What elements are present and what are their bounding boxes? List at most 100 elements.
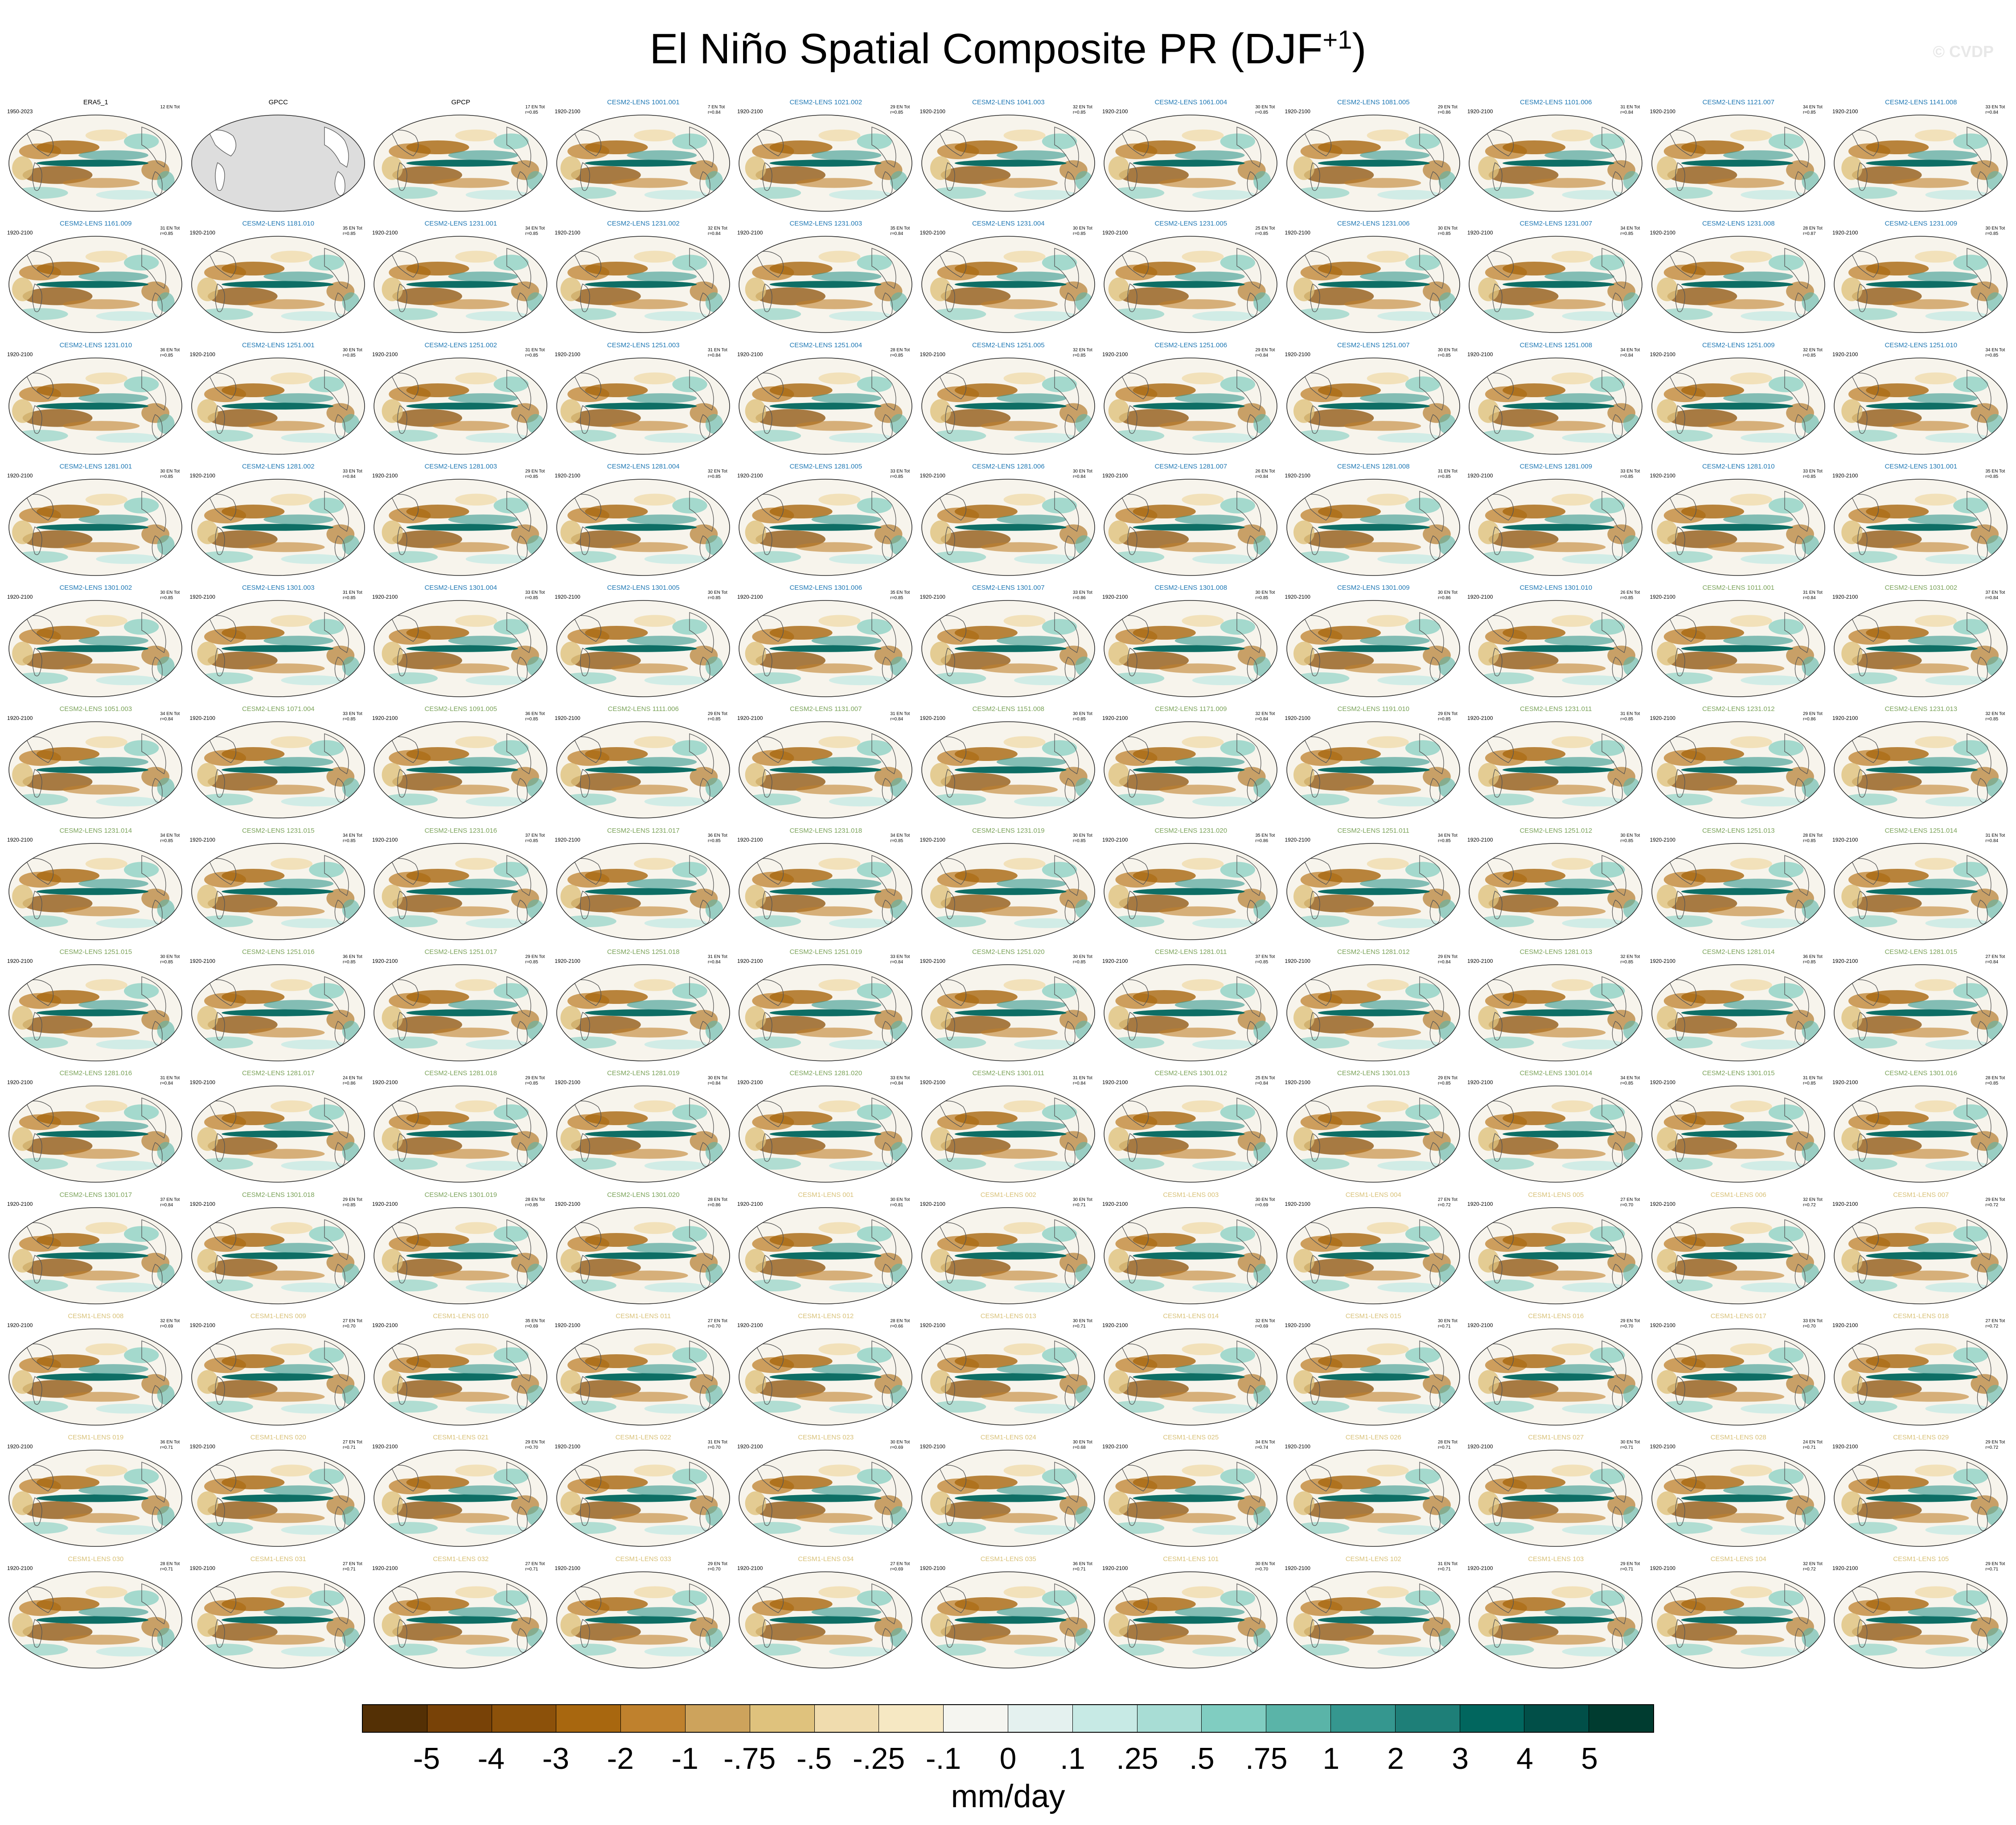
map-panel: CESM2-LENS 1301.006 1920-2100 35 EN Tot r=… [735, 581, 917, 703]
panel-period: 1920-2100 [1285, 594, 1310, 600]
panel-event-count: 26 EN Tot r=0.84 [1255, 469, 1275, 479]
panel-event-count: 37 EN Tot r=0.84 [160, 1197, 180, 1208]
map-panel: CESM2-LENS 1251.007 1920-2100 30 EN Tot r=… [1282, 339, 1465, 460]
panel-event-count: 32 EN Tot r=0.72 [1803, 1197, 1823, 1208]
panel-event-count: 34 EN Tot r=0.84 [160, 711, 180, 722]
panel-period: 1920-2100 [189, 472, 215, 479]
panel-title: CESM2-LENS 1251.020 [972, 948, 1045, 956]
panel-period: 1920-2100 [7, 715, 33, 722]
precip-anomaly-map [8, 114, 183, 213]
panel-period: 1920-2100 [1285, 472, 1310, 479]
map-panel: CESM2-LENS 1281.005 1920-2100 33 EN Tot r=… [735, 460, 917, 581]
panel-title: CESM2-LENS 1301.003 [242, 584, 315, 592]
panel-event-count: 34 EN Tot r=0.85 [525, 226, 545, 237]
map-panel: CESM2-LENS 1161.009 1920-2100 31 EN Tot r=… [4, 217, 187, 338]
panel-event-count: 33 EN Tot r=0.84 [890, 1076, 910, 1086]
precip-anomaly-map [1468, 963, 1643, 1062]
panel-event-count: 33 EN Tot r=0.85 [343, 711, 362, 722]
panel-event-count: 35 EN Tot r=0.85 [1985, 469, 2005, 479]
map-panel: CESM2-LENS 1021.002 1920-2100 29 EN Tot r=… [735, 96, 917, 217]
precip-anomaly-map [1103, 1328, 1278, 1426]
precip-anomaly-map [8, 235, 183, 334]
map-panel: CESM1-LENS 030 1920-2100 28 EN Tot r=0.71 [4, 1553, 187, 1674]
map-panel: CESM2-LENS 1171.009 1920-2100 32 EN Tot r=… [1100, 703, 1282, 824]
panel-event-count: 35 EN Tot r=0.85 [343, 226, 362, 237]
precip-anomaly-map [373, 1085, 548, 1184]
precip-anomaly-map [1468, 1085, 1643, 1184]
panel-title: CESM2-LENS 1231.012 [1702, 705, 1775, 713]
colorbar-tick-label: .75 [1245, 1742, 1288, 1776]
map-panel: CESM1-LENS 101 1920-2100 30 EN Tot r=0.70 [1100, 1553, 1282, 1674]
panel-period: 1920-2100 [1832, 108, 1858, 115]
map-panel: CESM1-LENS 006 1920-2100 32 EN Tot r=0.72 [1647, 1188, 1830, 1310]
panel-title: CESM2-LENS 1251.017 [424, 948, 497, 956]
map-panel: CESM2-LENS 1301.013 1920-2100 29 EN Tot r=… [1282, 1067, 1465, 1188]
map-panel: CESM1-LENS 104 1920-2100 32 EN Tot r=0.72 [1647, 1553, 1830, 1674]
panel-event-count: 27 EN Tot r=0.70 [708, 1318, 727, 1329]
precip-anomaly-map [191, 720, 365, 819]
precip-anomaly-map [556, 235, 731, 334]
panel-event-count: 31 EN Tot r=0.85 [160, 226, 180, 237]
panel-event-count: 34 EN Tot r=0.85 [1803, 105, 1823, 115]
panel-event-count: 37 EN Tot r=0.85 [525, 833, 545, 843]
colorbar-swatch [1524, 1705, 1589, 1732]
panel-period: 1920-2100 [7, 1322, 33, 1328]
map-panel: CESM2-LENS 1281.002 1920-2100 33 EN Tot r=… [187, 460, 370, 581]
panel-event-count: 30 EN Tot r=0.68 [1073, 1440, 1092, 1451]
panel-period: 1920-2100 [189, 715, 215, 722]
panel-event-count: 36 EN Tot r=0.71 [160, 1440, 180, 1451]
panel-title: CESM1-LENS 021 [433, 1434, 489, 1442]
map-panel: CESM2-LENS 1231.016 1920-2100 37 EN Tot r=… [370, 824, 552, 945]
panel-event-count: 30 EN Tot r=0.85 [160, 469, 180, 479]
panel-title: CESM2-LENS 1301.004 [424, 584, 497, 592]
map-panel: CESM2-LENS 1281.010 1920-2100 33 EN Tot r=… [1647, 460, 1830, 581]
panel-event-count: 31 EN Tot r=0.85 [343, 590, 362, 601]
panel-period: 1920-2100 [1467, 958, 1493, 965]
map-panel: GPCP 17 EN Tot r=0.85 [370, 96, 552, 217]
panel-title: CESM1-LENS 029 [1893, 1434, 1949, 1442]
panel-period: 1920-2100 [1832, 594, 1858, 600]
map-panel: CESM1-LENS 007 1920-2100 29 EN Tot r=0.72 [1830, 1188, 2012, 1310]
map-panel: CESM1-LENS 028 1920-2100 24 EN Tot r=0.71 [1647, 1431, 1830, 1552]
panel-title: CESM2-LENS 1301.011 [972, 1069, 1044, 1077]
panel-title: CESM2-LENS 1301.005 [607, 584, 680, 592]
map-panel: CESM2-LENS 1231.002 1920-2100 32 EN Tot r=… [552, 217, 735, 338]
colorbar-tick-label: 3 [1452, 1742, 1469, 1776]
map-panel: CESM1-LENS 025 1920-2100 34 EN Tot r=0.74 [1100, 1431, 1282, 1552]
panel-title: CESM1-LENS 025 [1163, 1434, 1219, 1442]
panel-event-count: 29 EN Tot r=0.85 [525, 1076, 545, 1086]
panel-period: 1920-2100 [189, 1200, 215, 1207]
panel-event-count: 29 EN Tot r=0.70 [1620, 1318, 1640, 1329]
panel-title: CESM2-LENS 1191.010 [1337, 705, 1409, 713]
panel-event-count: 24 EN Tot r=0.71 [1803, 1440, 1823, 1451]
colorbar-tick-label: -5 [413, 1742, 440, 1776]
precip-anomaly-map [556, 963, 731, 1062]
map-panel: CESM1-LENS 027 1920-2100 30 EN Tot r=0.71 [1465, 1431, 1647, 1552]
map-panel: CESM2-LENS 1231.009 1920-2100 30 EN Tot r=… [1830, 217, 2012, 338]
panel-period: 1920-2100 [1650, 1079, 1675, 1086]
panel-period: 1920-2100 [7, 836, 33, 843]
precip-anomaly-map [1103, 235, 1278, 334]
panel-event-count: 37 EN Tot r=0.84 [1985, 590, 2005, 601]
panel-event-count: 30 EN Tot r=0.85 [1073, 226, 1092, 237]
panel-title: CESM2-LENS 1231.013 [1885, 705, 1958, 713]
panel-event-count: 34 EN Tot r=0.85 [1985, 347, 2005, 358]
title-close: ) [1352, 25, 1367, 73]
map-panel: CESM2-LENS 1301.001 1920-2100 35 EN Tot r=… [1830, 460, 2012, 581]
precip-anomaly-map [1286, 1328, 1461, 1426]
colorbar-swatch [1460, 1705, 1525, 1732]
panel-title: CESM2-LENS 1301.002 [59, 584, 132, 592]
precip-anomaly-map [8, 1570, 183, 1669]
panel-period: 1920-2100 [737, 958, 763, 965]
panel-period: 1920-2100 [7, 1079, 33, 1086]
precip-anomaly-map [1103, 114, 1278, 213]
panel-event-count: 27 EN Tot r=0.72 [1985, 1318, 2005, 1329]
panel-title: GPCP [451, 99, 470, 106]
panel-title: CESM2-LENS 1301.018 [242, 1191, 315, 1199]
panel-title: CESM1-LENS 035 [980, 1555, 1036, 1563]
panel-title: CESM2-LENS 1101.006 [1520, 99, 1592, 106]
map-panel: CESM1-LENS 009 1920-2100 27 EN Tot r=0.70 [187, 1310, 370, 1431]
panel-title: CESM1-LENS 024 [980, 1434, 1036, 1442]
map-panel: CESM2-LENS 1011.001 1920-2100 31 EN Tot r=… [1647, 581, 1830, 703]
panel-title: CESM1-LENS 030 [68, 1555, 124, 1563]
